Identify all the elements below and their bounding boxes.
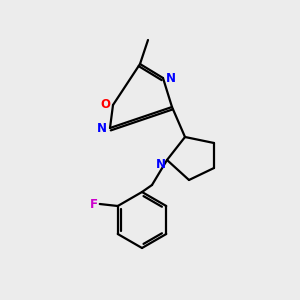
- Text: F: F: [90, 197, 98, 211]
- Text: N: N: [156, 158, 166, 172]
- Text: N: N: [166, 71, 176, 85]
- Text: O: O: [100, 98, 110, 112]
- Text: N: N: [97, 122, 107, 134]
